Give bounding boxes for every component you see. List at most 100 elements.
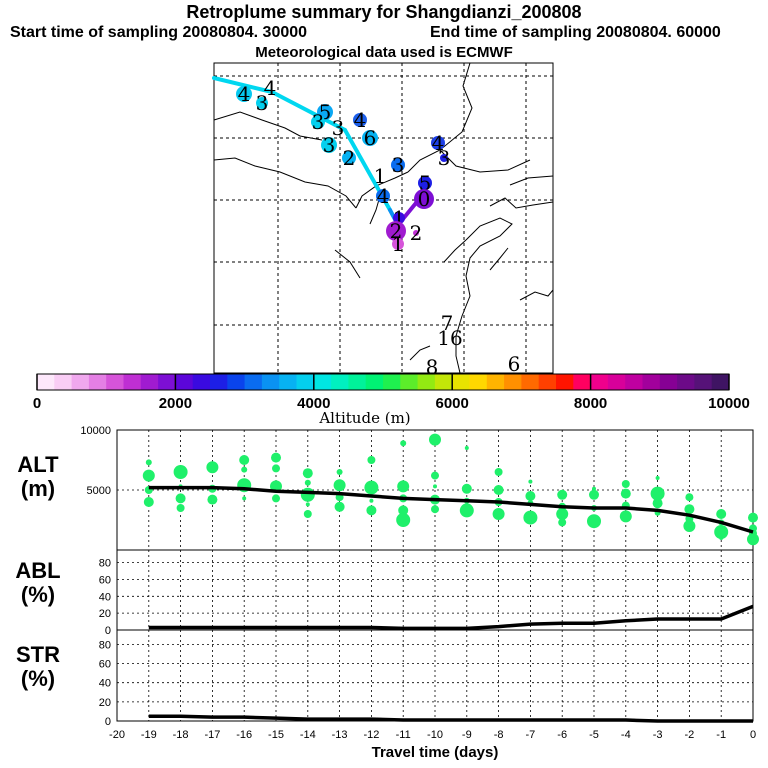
series-line: [148, 604, 754, 631]
colorbar-swatch: [296, 374, 315, 390]
colorbar-swatch: [556, 374, 574, 390]
altitude-scatter-point: [557, 489, 568, 500]
series-line: [148, 485, 754, 534]
panel-label: ABL: [15, 558, 60, 583]
y-tick-label: 0: [105, 716, 111, 728]
x-tick-label: -1: [716, 729, 726, 741]
altitude-scatter-point: [621, 480, 630, 488]
y-tick-label: 20: [99, 608, 111, 620]
cluster-dot: [362, 130, 378, 146]
altitude-scatter-point: [239, 455, 250, 465]
colorbar-tick-label: 2000: [159, 395, 192, 412]
y-tick-label: 0: [105, 625, 111, 637]
coastline: [489, 247, 509, 271]
x-tick-label: -2: [685, 729, 695, 741]
altitude-scatter-point: [650, 486, 665, 501]
colorbar-tick-label: 0: [33, 395, 41, 412]
coastline: [519, 289, 554, 301]
colorbar-swatch: [210, 374, 228, 390]
altitude-scatter-point: [272, 494, 280, 503]
altitude-scatter-point: [589, 489, 599, 500]
colorbar-swatch: [37, 374, 55, 390]
colorbar-swatch: [71, 374, 90, 390]
y-tick-label: 10000: [80, 425, 111, 437]
cluster-label: 6: [364, 126, 377, 150]
x-tick-label: -7: [526, 729, 536, 741]
x-tick-label: -16: [236, 729, 252, 741]
altitude-scatter-point: [493, 485, 504, 495]
colorbar-swatch: [348, 374, 367, 390]
colorbar-swatch: [106, 374, 124, 390]
colorbar-swatch: [88, 374, 107, 390]
altitude-scatter-point: [364, 480, 379, 495]
x-tick-label: -5: [589, 729, 599, 741]
altitude-scatter-point: [272, 464, 280, 473]
altitude-scatter-point: [528, 479, 533, 484]
altitude-scatter-point: [492, 508, 505, 520]
cluster-label: 3: [312, 110, 325, 134]
y-tick-label: 60: [99, 659, 111, 671]
coastline: [409, 345, 431, 361]
panel-label: STR: [16, 642, 60, 667]
alt-panel: 5000 10000 ALT(m): [17, 425, 759, 551]
x-tick-label: -11: [396, 729, 411, 741]
altitude-scatter-point: [747, 533, 759, 546]
cluster-label: 6: [508, 352, 521, 376]
cluster-dot: [311, 115, 325, 129]
colorbar-tick-label: 8000: [574, 395, 607, 412]
coastline: [213, 157, 357, 209]
x-tick-label: -9: [462, 729, 472, 741]
altitude-scatter-point: [683, 520, 696, 532]
cluster-label: 3: [332, 116, 345, 140]
colorbar-swatch: [365, 374, 384, 390]
colorbar-tick-label: 6000: [436, 395, 469, 412]
altitude-scatter-point: [302, 468, 313, 479]
x-tick-label: -15: [268, 729, 284, 741]
altitude-scatter-point: [336, 469, 343, 475]
colorbar-swatch: [261, 374, 280, 390]
cluster-dot: [256, 97, 268, 109]
panel-unit: (%): [21, 582, 55, 607]
x-tick-label: -6: [557, 729, 567, 741]
coastline: [455, 217, 513, 374]
altitude-scatter-point: [333, 479, 346, 492]
cluster-label: 2: [390, 219, 403, 243]
cluster-label: 4: [354, 108, 367, 132]
cluster-label: 1: [392, 232, 405, 256]
abl-panel: 0 20 40 60 80 ABL(%): [15, 549, 754, 637]
colorbar-swatch: [54, 374, 73, 390]
sampling-start-time: Start time of sampling 20080804. 30000: [10, 24, 308, 41]
cluster-dot: [392, 238, 404, 250]
map-coastlines: [213, 62, 554, 374]
colorbar-swatch: [227, 374, 246, 390]
cluster-dot: [440, 154, 448, 162]
x-tick-label: -3: [653, 729, 663, 741]
cluster-label: 3: [438, 146, 451, 170]
colorbar-swatch: [659, 374, 678, 390]
coastline: [213, 111, 323, 141]
x-tick-label: -13: [332, 729, 348, 741]
x-tick-label: -10: [427, 729, 443, 741]
panel-unit: (m): [21, 476, 55, 501]
cluster-dot: [376, 189, 390, 203]
x-tick-label: 0: [750, 729, 756, 741]
cluster-label: 0: [418, 187, 431, 211]
altitude-scatter-point: [464, 446, 469, 450]
altitude-scatter-point: [398, 505, 409, 516]
coastline: [334, 249, 361, 279]
coastline: [439, 149, 531, 173]
altitude-scatter-point: [304, 479, 311, 486]
colorbar-swatch: [573, 374, 592, 390]
colorbar-swatch: [711, 374, 730, 390]
altitude-scatter-point: [429, 433, 441, 446]
panel-unit: (%): [21, 666, 55, 691]
colorbar-swatch: [538, 374, 557, 390]
colorbar-swatch: [504, 374, 522, 390]
colorbar-swatch: [192, 374, 211, 390]
map-frame: [213, 62, 554, 374]
y-tick-label: 20: [99, 697, 111, 709]
coastline: [407, 62, 473, 173]
cluster-dot: [386, 221, 406, 241]
colorbar-swatch: [244, 374, 263, 390]
